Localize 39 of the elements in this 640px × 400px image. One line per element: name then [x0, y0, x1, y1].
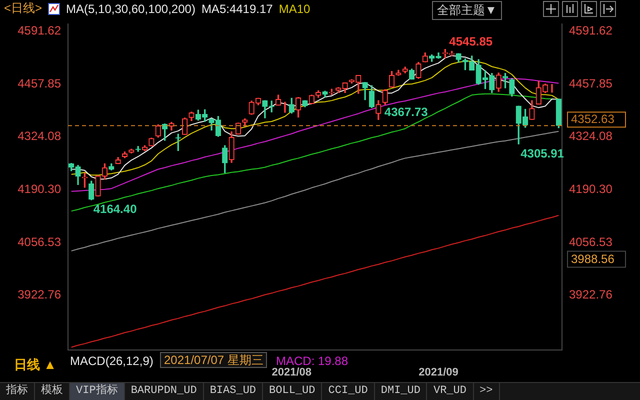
- text: MACD: 19.88: [276, 354, 348, 368]
- y-tick-label: 4190.30: [18, 182, 62, 196]
- text: BARUPDN_UD: [124, 383, 204, 400]
- text: 全部主题▼: [432, 1, 502, 20]
- x-tick-label: 2021/08: [272, 366, 312, 379]
- y2-tick-label: 4056.53: [569, 234, 613, 249]
- y2-tick-label: 3922.76: [569, 288, 613, 302]
- text: 模板: [35, 383, 70, 400]
- annotation: 4305.91: [520, 146, 564, 160]
- text: CCI_UD: [322, 383, 375, 400]
- annotation: 4545.85: [449, 34, 493, 49]
- text: 日线 ▲: [14, 357, 56, 372]
- y-tick-label: 4324.08: [18, 129, 62, 144]
- annotation: 4367.73: [384, 104, 428, 119]
- text: MA5:4419.17: [201, 2, 273, 16]
- text: 3988.56: [571, 252, 615, 266]
- text: MA10: [278, 2, 310, 16]
- y-tick-label: 3922.76: [18, 288, 62, 302]
- text: MACD(26,12,9): [70, 354, 154, 368]
- text: DMI_UD: [374, 383, 428, 400]
- y-tick-label: 4056.53: [18, 234, 62, 249]
- chart-title: <日线>: [4, 0, 42, 17]
- text: >>: [474, 383, 500, 400]
- text: BIAS_UD: [204, 383, 264, 400]
- annotation: 4164.40: [93, 202, 138, 216]
- text: VIP指标: [70, 383, 125, 400]
- y-tick-label: 4591.62: [18, 24, 62, 38]
- ref-line-label: 4352.63: [571, 112, 615, 126]
- chart-subtitle: MA(5,10,30,60,100,200): [66, 2, 196, 16]
- y2-tick-label: 4324.08: [569, 129, 613, 144]
- y2-tick-label: 4190.30: [569, 182, 613, 196]
- text: VR_UD: [427, 383, 474, 400]
- text: 2021/07/07 星期三: [160, 352, 268, 368]
- y2-tick-label: 4457.85: [569, 76, 613, 90]
- text: 指标: [0, 383, 35, 400]
- y2-tick-label: 4591.62: [569, 24, 613, 38]
- x-tick-label: 2021/09: [418, 366, 458, 379]
- y-tick-label: 4457.85: [18, 76, 62, 90]
- text: BOLL_UD: [263, 383, 322, 400]
